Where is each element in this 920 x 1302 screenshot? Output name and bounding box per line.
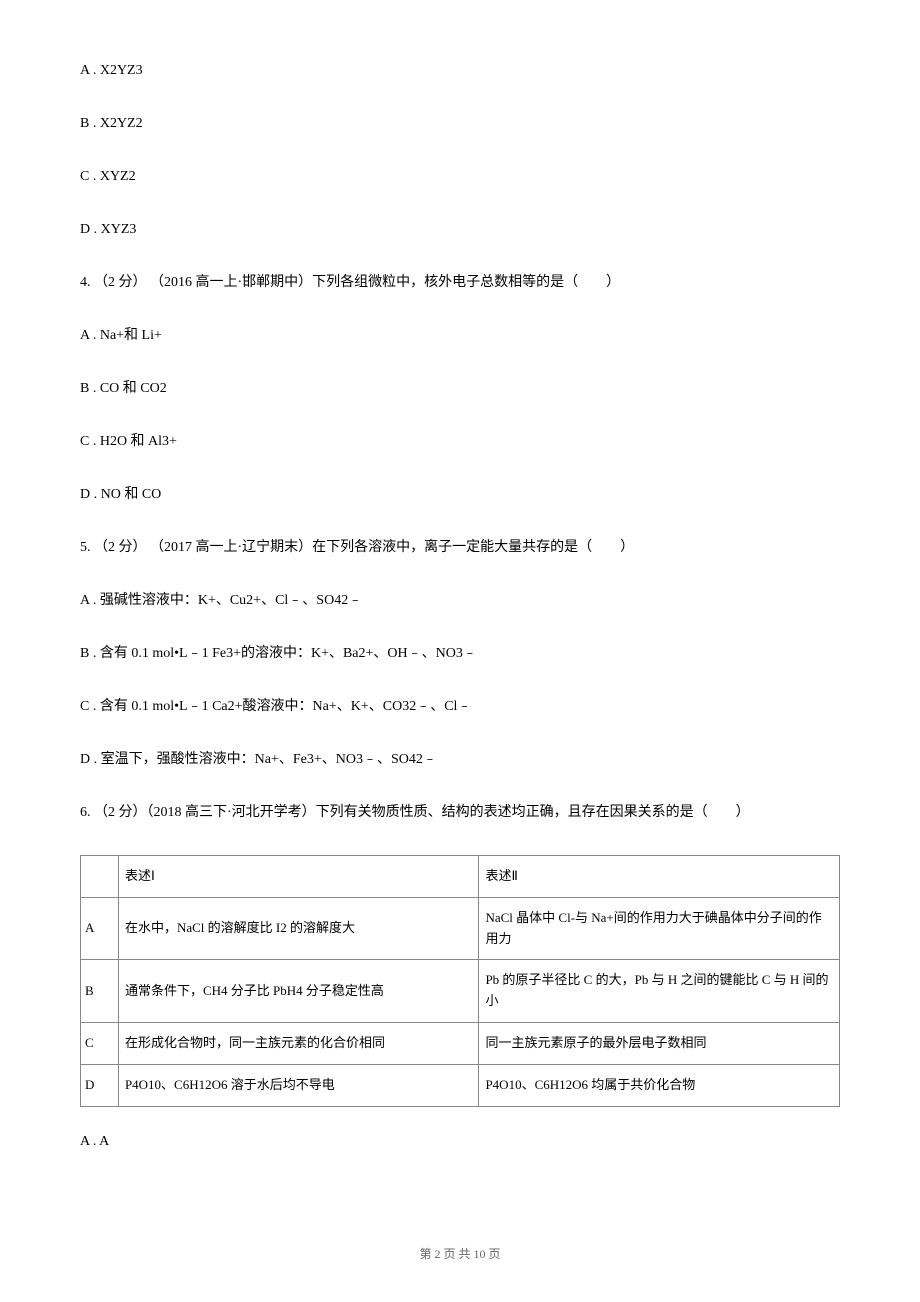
q4-option-c: C . H2O 和 Al3+	[80, 431, 840, 452]
row-stmt1: P4O10、C6H12O6 溶于水后均不导电	[118, 1064, 479, 1106]
q4-option-d: D . NO 和 CO	[80, 484, 840, 505]
q3-option-c: C . XYZ2	[80, 166, 840, 187]
q5-option-d: D . 室温下，强酸性溶液中：Na+、Fe3+、NO3﹣、SO42﹣	[80, 749, 840, 770]
page-footer: 第 2 页 共 10 页	[0, 1245, 920, 1262]
table-row: B 通常条件下，CH4 分子比 PbH4 分子稳定性高 Pb 的原子半径比 C …	[81, 960, 840, 1023]
table-row: D P4O10、C6H12O6 溶于水后均不导电 P4O10、C6H12O6 均…	[81, 1064, 840, 1106]
q3-option-a: A . X2YZ3	[80, 60, 840, 81]
header-stmt2: 表述Ⅱ	[479, 856, 840, 898]
q6-table-container: 表述Ⅰ 表述Ⅱ A 在水中，NaCl 的溶解度比 I2 的溶解度大 NaCl 晶…	[80, 855, 840, 1107]
row-stmt2: P4O10、C6H12O6 均属于共价化合物	[479, 1064, 840, 1106]
q5-option-a: A . 强碱性溶液中：K+、Cu2+、Cl﹣、SO42﹣	[80, 590, 840, 611]
table-row: C 在形成化合物时，同一主族元素的化合价相同 同一主族元素原子的最外层电子数相同	[81, 1022, 840, 1064]
row-label: B	[81, 960, 119, 1023]
q5-stem: 5. （2 分） （2017 高一上·辽宁期末）在下列各溶液中，离子一定能大量共…	[80, 537, 840, 558]
q6-table: 表述Ⅰ 表述Ⅱ A 在水中，NaCl 的溶解度比 I2 的溶解度大 NaCl 晶…	[80, 855, 840, 1107]
q3-option-b: B . X2YZ2	[80, 113, 840, 134]
q5-option-b: B . 含有 0.1 mol•L﹣1 Fe3+的溶液中：K+、Ba2+、OH﹣、…	[80, 643, 840, 664]
q4-option-a: A . Na+和 Li+	[80, 325, 840, 346]
row-stmt2: NaCl 晶体中 Cl-与 Na+间的作用力大于碘晶体中分子间的作用力	[479, 897, 840, 960]
row-stmt1: 通常条件下，CH4 分子比 PbH4 分子稳定性高	[118, 960, 479, 1023]
row-label: D	[81, 1064, 119, 1106]
row-stmt2: Pb 的原子半径比 C 的大，Pb 与 H 之间的键能比 C 与 H 间的小	[479, 960, 840, 1023]
row-stmt1: 在水中，NaCl 的溶解度比 I2 的溶解度大	[118, 897, 479, 960]
row-stmt2: 同一主族元素原子的最外层电子数相同	[479, 1022, 840, 1064]
q4-option-b: B . CO 和 CO2	[80, 378, 840, 399]
row-label: A	[81, 897, 119, 960]
table-header-row: 表述Ⅰ 表述Ⅱ	[81, 856, 840, 898]
row-stmt1: 在形成化合物时，同一主族元素的化合价相同	[118, 1022, 479, 1064]
q3-option-d: D . XYZ3	[80, 219, 840, 240]
table-row: A 在水中，NaCl 的溶解度比 I2 的溶解度大 NaCl 晶体中 Cl-与 …	[81, 897, 840, 960]
page-content: A . X2YZ3 B . X2YZ2 C . XYZ2 D . XYZ3 4.…	[80, 60, 840, 1152]
row-label: C	[81, 1022, 119, 1064]
q6-stem: 6. （2 分）（2018 高三下·河北开学考）下列有关物质性质、结构的表述均正…	[80, 802, 840, 823]
header-blank	[81, 856, 119, 898]
q6-option-a: A . A	[80, 1131, 840, 1152]
q5-option-c: C . 含有 0.1 mol•L﹣1 Ca2+酸溶液中：Na+、K+、CO32﹣…	[80, 696, 840, 717]
q4-stem: 4. （2 分） （2016 高一上·邯郸期中）下列各组微粒中，核外电子总数相等…	[80, 272, 840, 293]
header-stmt1: 表述Ⅰ	[118, 856, 479, 898]
